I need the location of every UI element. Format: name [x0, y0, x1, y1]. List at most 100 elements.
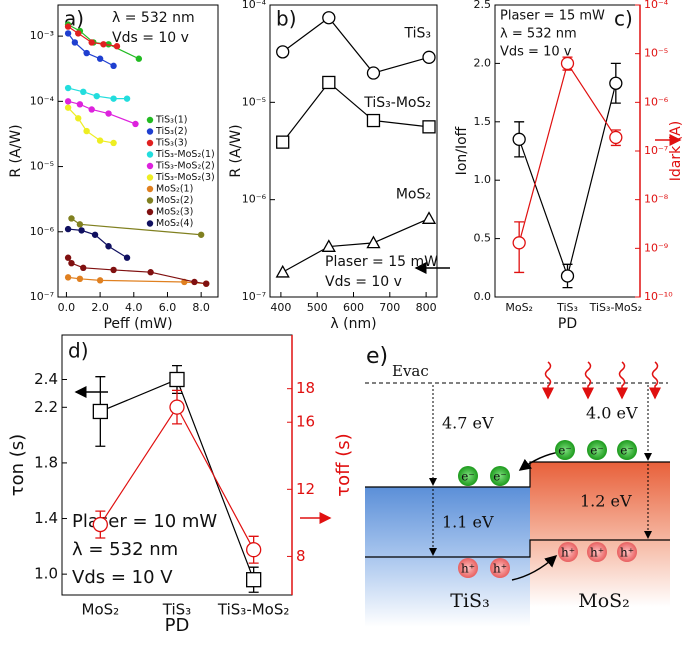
hole-label: h⁺ [620, 546, 634, 560]
legend-swatch [146, 162, 154, 170]
y-tick-label: 0.5 [474, 232, 492, 245]
legend-label: TiS₃(2) [155, 126, 187, 137]
data-point [135, 55, 143, 62]
y2-tick-label: 12 [296, 480, 315, 498]
data-point [64, 23, 72, 30]
data-point [560, 269, 575, 283]
annotation: Vds = 10 v [500, 45, 572, 60]
y2-tick-label: 10⁻⁵ [644, 47, 668, 60]
data-point [322, 11, 336, 25]
legend-swatch [146, 116, 154, 124]
data-point [246, 542, 262, 558]
electrons [458, 440, 637, 486]
data-point [83, 127, 90, 135]
y-tick-label: 1.0 [34, 565, 58, 583]
x-tick-label: 400 [270, 301, 291, 314]
data-point [88, 39, 95, 46]
legend-swatch [146, 139, 154, 147]
data-point [92, 403, 108, 420]
data-point [197, 231, 205, 238]
data-point [422, 50, 436, 64]
data-point [76, 275, 84, 283]
data-point [512, 236, 526, 250]
x-tick-label: 600 [343, 301, 364, 314]
data-point [75, 30, 82, 37]
y2-axis-label: τoff (s) [333, 433, 354, 496]
data-point [366, 113, 381, 128]
legend-swatch [146, 220, 154, 227]
x-axis-label: PD [558, 316, 577, 332]
x-tick-label: 8.0 [192, 301, 210, 314]
y-tick-label: 2.0 [474, 56, 492, 69]
series-line [67, 33, 114, 67]
y-tick-label: 2.2 [34, 398, 58, 416]
annotation: Plaser = 15 mW [500, 9, 605, 24]
hole-label: h⁺ [590, 546, 604, 560]
mos2-band [530, 462, 670, 607]
y-tick-label: 1.8 [34, 453, 58, 471]
y2-tick-label: 10⁻⁶ [644, 95, 669, 108]
data-point [169, 399, 185, 415]
data-point [113, 43, 121, 50]
y-tick-label: 10⁻⁷ [30, 290, 54, 303]
data-point [64, 254, 72, 261]
y-tick-label: 0.0 [474, 290, 492, 303]
photons [542, 361, 661, 400]
data-point [64, 84, 72, 92]
data-point [80, 264, 87, 272]
electron-label: e⁻ [493, 470, 506, 484]
data-point [91, 231, 99, 238]
data-point [93, 92, 100, 100]
data-point [83, 49, 90, 57]
data-point [92, 516, 108, 533]
data-point [100, 41, 107, 48]
data-point [132, 120, 139, 128]
x-tick-label: 700 [379, 301, 400, 314]
hole-label: h⁺ [461, 562, 475, 576]
y-tick-label: 1.0 [474, 173, 492, 186]
series-line [282, 81, 430, 143]
x-axis-label: Peff (mW) [103, 316, 172, 332]
y-tick-label: 10⁻⁶ [242, 193, 267, 206]
legend-swatch [146, 174, 154, 181]
data-point [76, 221, 84, 228]
data-point [80, 88, 87, 96]
vacuum-label: Evac [392, 362, 429, 380]
panel-label: c) [614, 7, 633, 31]
data-point [123, 95, 131, 102]
legend-label: TiS₃(3) [155, 138, 187, 149]
legend-label: TiS₃-MoS₂(3) [155, 172, 215, 183]
gap-label: 1.1 eV [442, 513, 494, 532]
y-axis-label: τon (s) [7, 434, 28, 496]
annotation: Plaser = 10 mW [72, 511, 217, 532]
legend-label: MoS₂(2) [156, 195, 193, 206]
x-tick-label: 6.0 [159, 301, 177, 314]
data-point [96, 137, 104, 144]
annotation: Vds = 10 V [72, 567, 173, 588]
electron-label: e⁻ [620, 444, 633, 458]
series-line [518, 61, 617, 243]
y2-tick-label: 18 [296, 379, 315, 397]
gap-label: 4.7 eV [442, 414, 494, 433]
band-diagram: e⁻ e⁻ e⁻ e⁻ e⁻ h⁺ h⁺ h⁺ h⁺ h⁺ e) Evac 4.… [365, 344, 670, 627]
data-point [321, 239, 336, 252]
y-tick-label: 10⁻⁵ [242, 95, 266, 108]
data-point [64, 98, 72, 105]
data-point [512, 132, 526, 146]
data-point [64, 30, 72, 37]
y-axis-label: R (A/W) [8, 124, 24, 177]
y-tick-label: 1.5 [474, 115, 492, 128]
data-point [105, 243, 112, 250]
data-point [96, 277, 104, 284]
x-tick-label: TiS₃-MoS₂ [217, 601, 289, 619]
electron-label: e⁻ [590, 444, 603, 458]
panel-label: e) [366, 344, 388, 369]
data-point [609, 76, 623, 90]
annotation: Vds = 10 v [112, 30, 189, 46]
data-point [147, 269, 154, 276]
gap-label: 4.0 eV [586, 404, 638, 423]
conduction-band [365, 461, 670, 488]
data-point [421, 211, 437, 224]
x-tick-label: 800 [416, 301, 437, 314]
